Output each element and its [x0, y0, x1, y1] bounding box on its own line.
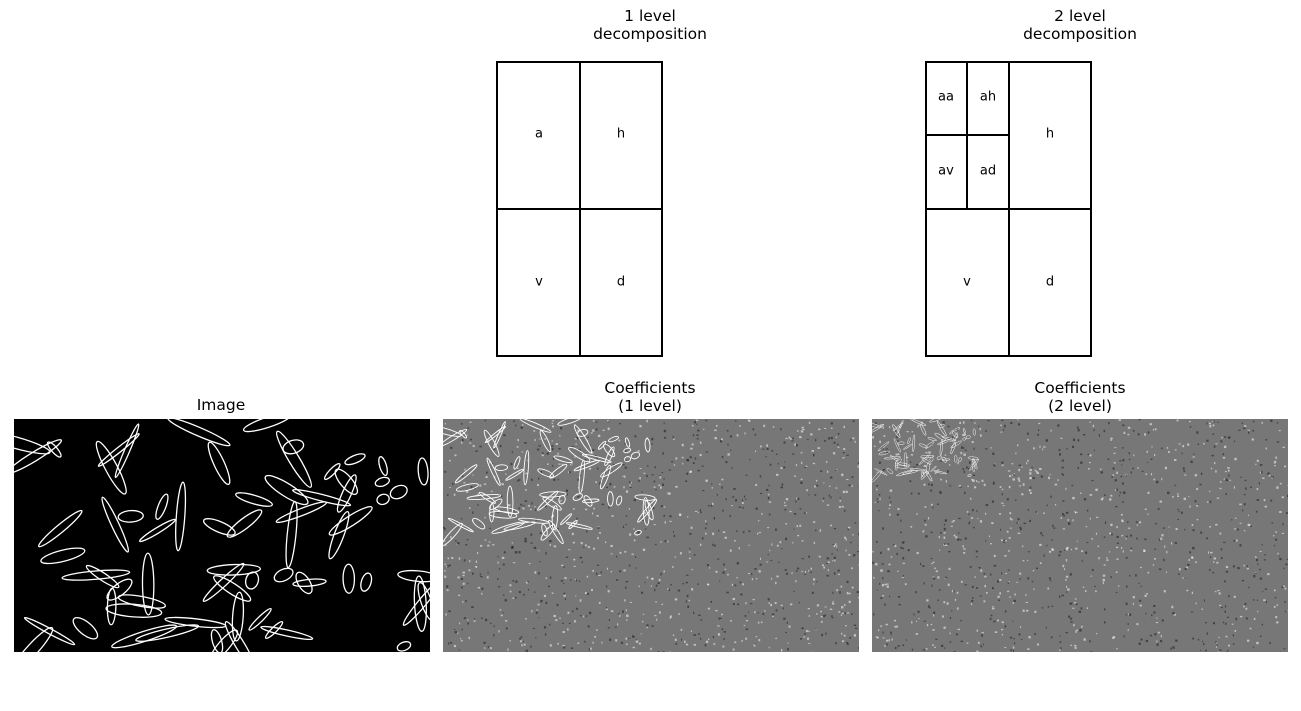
- decomp2-label-aa: aa: [938, 89, 954, 105]
- coefficients-2-level-image: [872, 419, 1288, 652]
- decomp2-title: 2 level decomposition: [1023, 7, 1137, 43]
- coeff1-title: Coefficients (1 level): [604, 379, 696, 415]
- decomp2-label-v: v: [963, 274, 971, 290]
- decomp2-label-ah: ah: [979, 89, 997, 105]
- coeff2-title: Coefficients (2 level): [1034, 379, 1126, 415]
- decomp2-label-ad: ad: [979, 163, 997, 179]
- decomp2-label-av: av: [938, 163, 954, 179]
- decomp1-title: 1 level decomposition: [593, 7, 707, 43]
- decomp2-label-d: d: [1045, 274, 1055, 290]
- decomp1-label-a: a: [535, 126, 543, 142]
- decomp1-label-d: d: [616, 274, 626, 290]
- coefficients-1-level-image: [443, 419, 859, 652]
- decomp2-horizontal-divider: [925, 208, 1092, 210]
- decomp2-label-h: h: [1045, 126, 1055, 142]
- decomp1-label-v: v: [535, 274, 543, 290]
- edge-image: [14, 419, 430, 652]
- decomp2-inner-horizontal-divider: [925, 134, 1010, 136]
- decomp1-horizontal-divider: [496, 208, 663, 210]
- image-title: Image: [196, 396, 246, 414]
- decomp1-label-h: h: [616, 126, 626, 142]
